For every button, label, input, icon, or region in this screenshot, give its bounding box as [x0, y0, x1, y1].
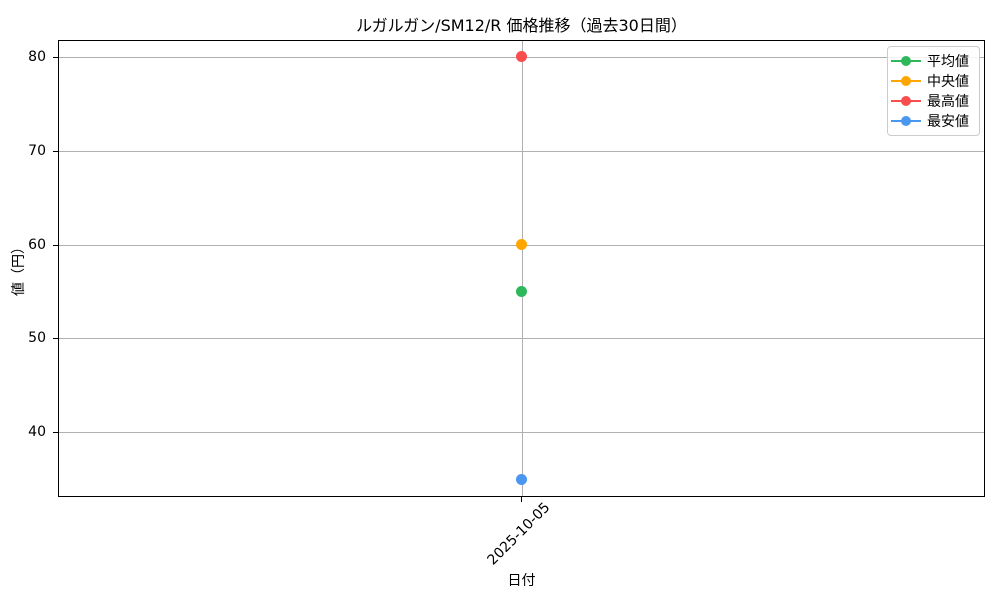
data-point-min	[516, 474, 527, 485]
x-gridline	[522, 41, 523, 496]
legend-item-min: 最安値	[891, 111, 974, 131]
legend-item-average: 平均値	[891, 51, 974, 71]
y-tick-mark	[53, 245, 58, 246]
x-tick-mark	[521, 497, 522, 502]
legend-marker-min	[891, 116, 921, 127]
y-tick-mark	[53, 57, 58, 58]
data-point-average	[516, 286, 527, 297]
y-gridline	[59, 338, 984, 339]
y-gridline	[59, 432, 984, 433]
data-point-max	[516, 51, 527, 62]
y-tick-label: 80	[28, 49, 46, 65]
legend-marker-average	[891, 56, 921, 67]
y-gridline	[59, 151, 984, 152]
legend: 平均値 中央値 最高値 最安値	[887, 46, 980, 136]
plot-area	[58, 40, 985, 497]
legend-label-min: 最安値	[927, 114, 969, 130]
legend-label-max: 最高値	[927, 94, 969, 110]
x-axis-label: 日付	[507, 573, 536, 589]
legend-label-average: 平均値	[927, 54, 969, 70]
x-tick-label: 2025-10-05	[484, 499, 554, 569]
y-tick-label: 40	[28, 424, 46, 440]
y-tick-mark	[53, 338, 58, 339]
legend-label-median: 中央値	[927, 74, 969, 90]
data-point-median	[516, 239, 527, 250]
y-tick-label: 60	[28, 237, 46, 253]
legend-item-median: 中央値	[891, 71, 974, 91]
legend-marker-median	[891, 76, 921, 87]
y-tick-label: 50	[28, 330, 46, 346]
legend-item-max: 最高値	[891, 91, 974, 111]
chart-title: ルガルガン/SM12/R 価格推移（過去30日間）	[356, 16, 687, 35]
legend-marker-max	[891, 96, 921, 107]
y-tick-mark	[53, 432, 58, 433]
y-tick-label: 70	[28, 143, 46, 159]
y-tick-mark	[53, 151, 58, 152]
